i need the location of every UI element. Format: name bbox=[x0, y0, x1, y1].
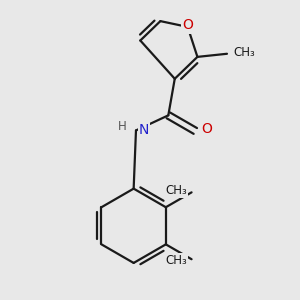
Text: H: H bbox=[118, 120, 127, 133]
Text: CH₃: CH₃ bbox=[165, 254, 187, 267]
Text: CH₃: CH₃ bbox=[165, 184, 187, 197]
Text: O: O bbox=[201, 122, 212, 136]
Text: N: N bbox=[139, 123, 149, 137]
Text: CH₃: CH₃ bbox=[233, 46, 255, 59]
Text: O: O bbox=[182, 18, 193, 32]
